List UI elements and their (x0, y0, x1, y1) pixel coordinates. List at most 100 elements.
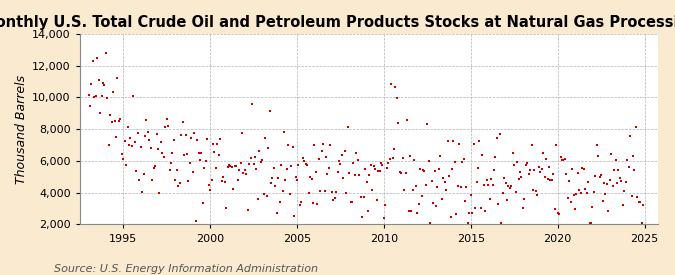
Point (281, 167, 292, 171)
Point (174, 181, 185, 185)
Point (451, 212, 462, 216)
Point (176, 133, 186, 138)
Point (342, 125, 353, 130)
Text: Source: U.S. Energy Information Administration: Source: U.S. Energy Information Administ… (54, 264, 318, 274)
Point (455, 185, 466, 189)
Point (154, 190, 165, 195)
Point (128, 94, 139, 98)
Point (614, 176, 625, 180)
Point (629, 168, 640, 172)
Point (241, 172, 252, 176)
Point (406, 208, 417, 213)
Point (242, 208, 253, 212)
Point (399, 188, 410, 192)
Point (251, 167, 262, 171)
Point (150, 164, 161, 168)
Point (178, 120, 188, 124)
Point (333, 159, 344, 163)
Point (452, 184, 463, 189)
Point (153, 147, 163, 151)
Point (557, 158, 568, 162)
Point (119, 139, 130, 144)
Point (637, 221, 647, 225)
Point (252, 197, 263, 202)
Point (483, 183, 493, 187)
Point (274, 200, 285, 205)
Point (543, 164, 554, 169)
Point (350, 173, 360, 177)
Point (264, 109, 275, 114)
Point (504, 185, 515, 190)
Point (468, 142, 479, 147)
Point (460, 199, 470, 203)
Point (632, 195, 643, 199)
Point (225, 164, 236, 168)
Point (634, 200, 645, 204)
Point (84, 104, 95, 108)
Point (541, 156, 551, 161)
Point (202, 137, 213, 141)
Point (552, 211, 563, 215)
Point (448, 139, 459, 144)
Point (157, 151, 168, 155)
Point (418, 168, 429, 172)
Point (450, 160, 460, 164)
Point (428, 201, 439, 205)
Point (568, 193, 579, 197)
Point (414, 167, 425, 172)
Point (597, 198, 608, 203)
Point (524, 167, 535, 172)
Point (298, 156, 308, 160)
Point (512, 159, 522, 164)
Point (186, 136, 196, 140)
Point (379, 216, 389, 220)
Point (293, 163, 304, 167)
Point (160, 125, 171, 129)
Point (445, 214, 456, 219)
Point (523, 172, 534, 176)
Point (497, 191, 508, 195)
Point (200, 158, 211, 163)
Point (188, 169, 198, 174)
Point (594, 175, 605, 179)
Point (299, 159, 310, 164)
Point (151, 132, 162, 136)
Point (520, 163, 531, 167)
Point (533, 165, 544, 169)
Point (369, 164, 379, 168)
Point (352, 158, 363, 162)
Point (578, 167, 589, 171)
Point (125, 136, 136, 140)
Point (393, 121, 404, 125)
Point (270, 184, 281, 188)
Point (213, 152, 224, 157)
Point (105, 113, 115, 117)
Point (593, 153, 603, 158)
Point (522, 161, 533, 166)
Point (296, 200, 306, 204)
Title: Monthly U.S. Total Crude Oil and Petroleum Products Stocks at Natural Gas Proces: Monthly U.S. Total Crude Oil and Petrole… (0, 15, 675, 30)
Point (221, 205, 232, 210)
Point (623, 165, 634, 169)
Point (284, 192, 295, 196)
Point (587, 205, 598, 209)
Point (422, 122, 433, 126)
Point (184, 160, 195, 165)
Point (155, 140, 166, 144)
Point (499, 175, 510, 180)
Point (547, 178, 558, 182)
Point (506, 184, 517, 188)
Point (92, 56, 103, 60)
Point (558, 158, 569, 163)
Point (638, 203, 649, 207)
Point (375, 161, 386, 165)
Point (86, 82, 97, 87)
Point (484, 197, 495, 201)
Point (480, 209, 491, 213)
Point (419, 168, 430, 173)
Point (196, 151, 207, 155)
Point (303, 191, 314, 195)
Point (265, 181, 276, 186)
Point (626, 194, 637, 198)
Point (408, 188, 418, 192)
